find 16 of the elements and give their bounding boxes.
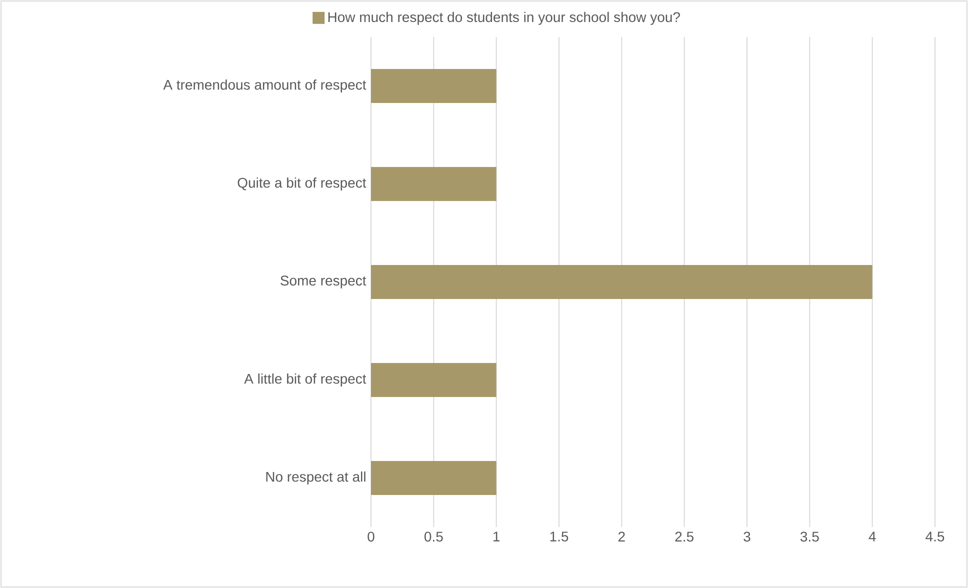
y-tick-label: No respect at all [266,471,366,485]
y-tick-label: Quite a bit of respect [238,177,366,191]
legend-label: How much respect do students in your school show you? [328,12,680,25]
x-tick-label: 3.5 [800,532,819,542]
x-tick-label: 1.5 [550,532,568,542]
x-tick-label: 4 [868,532,876,542]
x-tick-label: 0.5 [424,532,443,542]
x-tick-label: 0 [368,532,374,542]
x-tick-label: 2 [618,532,625,542]
y-tick-label: A tremendous amount of respect [163,79,366,93]
x-tick-label: 1 [494,532,500,542]
x-tick-label: 3 [744,532,750,542]
y-tick-label: Some respect [280,276,366,288]
x-tick-label: 4.5 [926,532,944,542]
y-tick-label: A little bit of respect [244,373,366,387]
x-tick-label: 2.5 [675,532,694,542]
